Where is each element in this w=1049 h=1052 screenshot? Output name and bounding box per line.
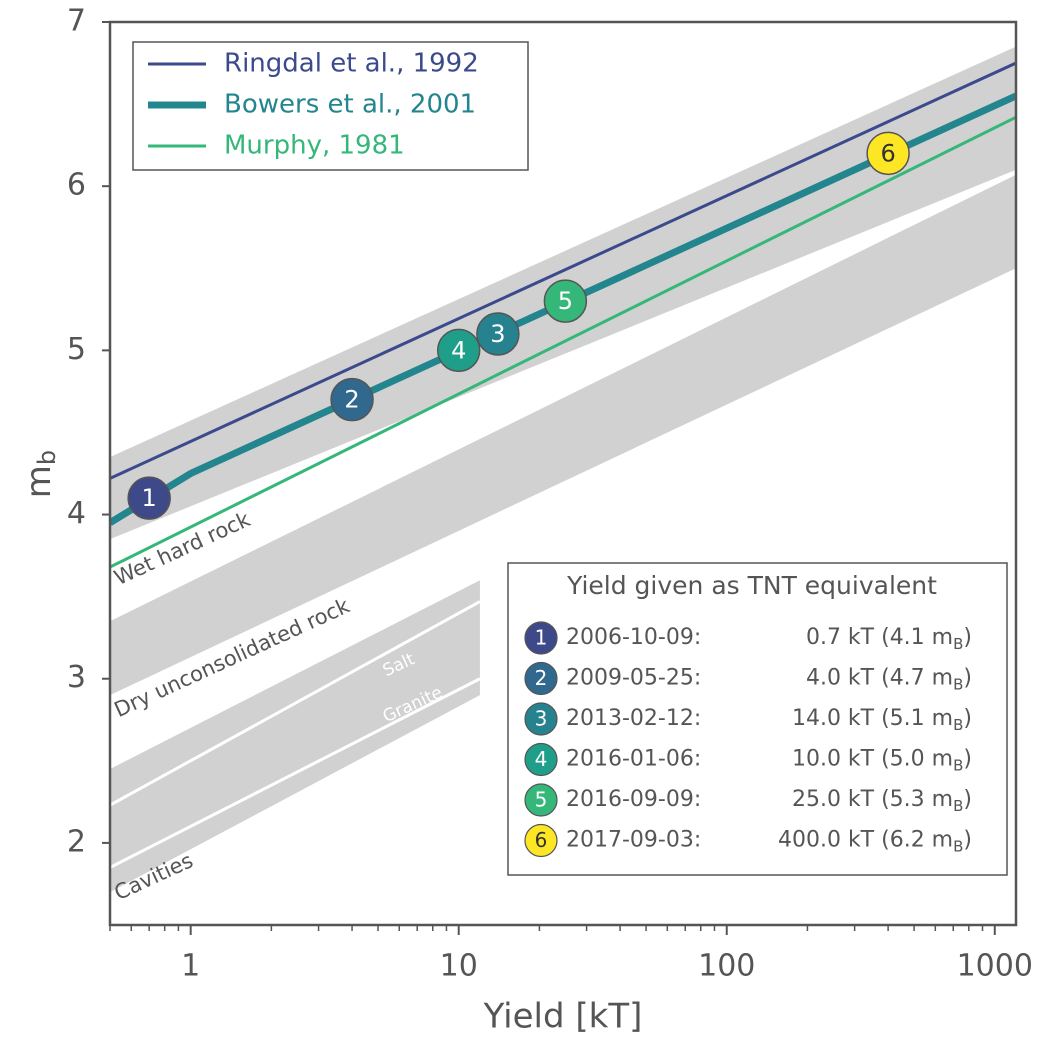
event-marker (436, 328, 481, 373)
reference-line (110, 600, 481, 807)
event-date: 2006-10-09: (566, 625, 701, 650)
event-yield: 0.7 kT (4.1 mB) (806, 625, 972, 653)
event-yield-text: 25.0 kT (5.3 m (792, 787, 953, 812)
event-yield-text: 14.0 kT (5.1 m (792, 706, 953, 731)
x-tick-label: 1000 (957, 949, 1033, 984)
event-number: 6 (880, 139, 895, 167)
event-yield-text: 0.7 kT (4.1 m (806, 625, 953, 650)
events-legend-number: 5 (535, 788, 548, 812)
event-yield-text: 400.0 kT (6.2 m (778, 828, 953, 853)
events-legend-marker (524, 742, 558, 777)
x-tick-label: 1 (181, 949, 200, 984)
event-yield-sub: B (953, 756, 963, 774)
events-legend-marker (524, 783, 558, 817)
events-legend-marker (524, 661, 558, 696)
event-yield-sub: B (953, 837, 963, 855)
series-line (110, 115, 1016, 569)
event-marker (330, 377, 374, 422)
x-tick-label: 10 (440, 949, 478, 984)
event-marker (866, 131, 910, 176)
event-yield: 10.0 kT (5.0 mB) (792, 747, 972, 775)
event-yield: 14.0 kT (5.1 mB) (792, 706, 972, 734)
event-yield: 25.0 kT (5.3 mB) (792, 787, 972, 815)
y-tick-label: 4 (67, 496, 86, 531)
event-yield-tail: ) (963, 706, 972, 731)
event-yield-tail: ) (963, 747, 972, 772)
event-number: 4 (451, 336, 466, 364)
event-yield-tail: ) (963, 828, 972, 853)
x-tick-label: 100 (698, 949, 755, 984)
y-axis-label-sub: b (33, 450, 61, 465)
event-yield-sub: B (953, 635, 963, 653)
legend-label: Bowers et al., 2001 (224, 90, 476, 120)
y-tick-label: 6 (67, 168, 86, 203)
events-legend-number: 1 (535, 626, 548, 650)
events-legend-number: 4 (535, 747, 548, 771)
event-date: 2016-01-06: (566, 747, 701, 772)
events-legend-marker (524, 621, 558, 655)
event-yield-sub: B (953, 675, 963, 693)
event-marker (543, 279, 588, 323)
event-yield: 4.0 kT (4.7 mB) (806, 666, 972, 694)
reference-line (110, 677, 481, 869)
legend-label: Murphy, 1981 (224, 131, 405, 161)
event-number: 5 (558, 287, 573, 315)
event-number: 1 (142, 484, 157, 512)
event-date: 2016-09-09: (566, 787, 701, 812)
event-marker (476, 312, 520, 356)
y-tick-label: 3 (67, 660, 86, 695)
event-date: 2009-05-25: (566, 666, 701, 691)
y-tick-label: 5 (67, 332, 86, 367)
events-legend-marker (524, 702, 558, 736)
events-legend-number: 3 (535, 707, 548, 731)
event-date: 2017-09-03: (566, 828, 701, 853)
x-axis-label: Yield [kT] (483, 997, 643, 1037)
event-yield-sub: B (953, 797, 963, 815)
events-box (507, 562, 1008, 876)
event-yield-tail: ) (963, 625, 972, 650)
plot-frame (108, 20, 1018, 927)
y-tick-label: 2 (67, 824, 86, 859)
events-legend-marker (524, 823, 558, 858)
event-date: 2013-02-12: (566, 706, 701, 731)
y-tick-label: 7 (67, 4, 86, 39)
y-axis-label-main: m (19, 465, 59, 498)
event-marker (127, 476, 171, 520)
event-yield-text: 10.0 kT (5.0 m (792, 747, 953, 772)
band (110, 174, 1016, 696)
band (110, 580, 480, 893)
event-yield: 400.0 kT (6.2 mB) (778, 828, 972, 856)
legend-label: Ringdal et al., 1992 (224, 49, 479, 79)
events-legend-number: 6 (535, 828, 548, 852)
events-title: Yield given as TNT equivalent (566, 571, 937, 600)
event-yield-sub: B (953, 716, 963, 734)
event-yield-tail: ) (963, 666, 972, 691)
event-number: 2 (344, 386, 359, 414)
events-legend-number: 2 (535, 666, 548, 690)
series-line (110, 61, 1016, 480)
event-yield-text: 4.0 kT (4.7 m (806, 666, 953, 691)
event-yield-tail: ) (963, 787, 972, 812)
y-axis-label: mb (19, 450, 62, 498)
event-number: 3 (490, 320, 505, 348)
